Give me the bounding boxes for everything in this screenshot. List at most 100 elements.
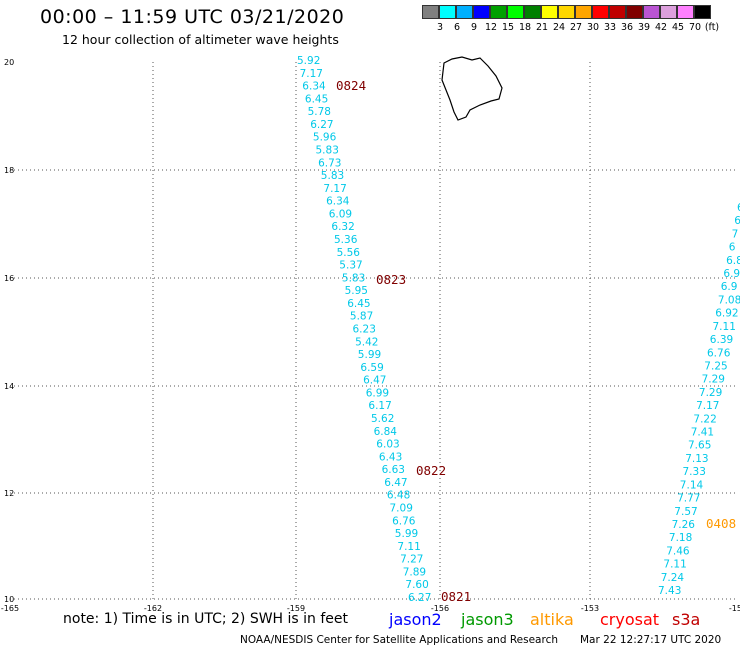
- pass-time-label: 0821: [441, 589, 471, 604]
- swh-value: 6.59: [360, 362, 383, 374]
- swh-value: 7.26: [672, 519, 696, 531]
- scale-label: 3: [436, 22, 444, 33]
- scale-swatch: [524, 5, 541, 19]
- swh-value: 7.65: [688, 440, 711, 452]
- hawaii-island-outline: [441, 56, 503, 121]
- scale-label: 39: [637, 22, 651, 33]
- swh-value: 5.95: [345, 285, 368, 297]
- swh-value: 6.45: [347, 298, 370, 310]
- scale-swatch: [660, 5, 677, 19]
- swh-value: 5.37: [339, 260, 362, 272]
- swh-value: 7.18: [669, 532, 692, 544]
- scale-label: 18: [518, 22, 532, 33]
- color-scale: [422, 5, 711, 19]
- scale-label: 33: [603, 22, 617, 33]
- scale-swatch: [558, 5, 575, 19]
- swh-value: 7.22: [693, 413, 716, 425]
- scale-label: 36: [620, 22, 634, 33]
- swh-value: 7.27: [400, 554, 423, 566]
- scale-label: 24: [552, 22, 566, 33]
- swh-value: 7.17: [323, 183, 346, 195]
- swh-value: 6.47: [363, 375, 386, 387]
- swh-value: 5.83: [316, 145, 339, 157]
- swh-value: 5.99: [358, 349, 381, 361]
- lat-tick-label: 14: [4, 382, 14, 391]
- swh-value: 5.78: [308, 106, 331, 118]
- axis-tick-labels: -165 -162 -159 -156 -153 -150 10 12 14 16 18 20: [1, 58, 740, 613]
- satellite-name: cryosat: [600, 610, 660, 629]
- swh-value: 5.62: [371, 413, 394, 425]
- swh-value: 5.87: [350, 311, 373, 323]
- swh-value: 6.99: [366, 387, 389, 399]
- lon-tick-label: -159: [287, 604, 305, 613]
- scale-swatch: [609, 5, 626, 19]
- page-subtitle: 12 hour collection of altimeter wave hei…: [62, 32, 339, 47]
- scale-swatch: [694, 5, 711, 19]
- swh-value: 7: [732, 228, 739, 240]
- swh-value: 6.9: [723, 268, 740, 280]
- scale-swatch: [422, 5, 439, 19]
- scale-swatch: [626, 5, 643, 19]
- swh-value: 6.27: [408, 592, 431, 604]
- swh-value: 6.76: [707, 347, 731, 359]
- swh-value: 7.46: [666, 545, 690, 557]
- scale-swatch: [643, 5, 660, 19]
- swh-value: 6.8: [726, 255, 740, 267]
- lat-tick-label: 10: [4, 595, 14, 604]
- swh-value: 7.89: [403, 566, 426, 578]
- swh-value: 5.99: [395, 528, 418, 540]
- lon-tick-label: -150: [729, 604, 740, 613]
- swh-value: 7.08: [718, 294, 740, 306]
- swh-value: 6.92: [715, 308, 738, 320]
- lon-tick-label: -156: [431, 604, 449, 613]
- grid-lines: [10, 62, 738, 600]
- swh-value: 6.34: [302, 81, 326, 93]
- swh-value: 7.17: [696, 400, 719, 412]
- swh-value: 6.03: [376, 439, 399, 451]
- swh-value: 7.13: [685, 453, 708, 465]
- scale-swatch: [473, 5, 490, 19]
- scale-label: 27: [569, 22, 583, 33]
- swh-value: 6.47: [384, 477, 407, 489]
- pass-time-label: 0823: [376, 272, 406, 287]
- scale-label: 12: [484, 22, 498, 33]
- swh-value: 6.32: [331, 221, 354, 233]
- swh-value: 6: [734, 215, 740, 227]
- satellite-name: jason3: [461, 610, 514, 629]
- track-east: 66766.86.96.97.086.927.116.396.767.257.2…: [658, 202, 740, 597]
- swh-value: 7.60: [405, 579, 428, 591]
- scale-swatch: [541, 5, 558, 19]
- scale-swatch: [490, 5, 507, 19]
- swh-value: 6.27: [310, 119, 333, 131]
- scale-label: 30: [586, 22, 600, 33]
- scale-label: 15: [501, 22, 515, 33]
- lat-tick-label: 20: [4, 58, 14, 67]
- swh-value: 5.92: [297, 55, 320, 67]
- swh-value: 7.41: [691, 427, 714, 439]
- satellite-name: s3a: [672, 610, 701, 629]
- swh-value: 7.11: [663, 559, 686, 571]
- swh-value: 6.63: [382, 464, 405, 476]
- lat-tick-label: 12: [4, 489, 14, 498]
- scale-swatch: [507, 5, 524, 19]
- swh-value: 6.76: [392, 515, 416, 527]
- swh-value: 6.17: [368, 400, 391, 412]
- generated-timestamp: Mar 22 12:27:17 UTC 2020: [580, 634, 722, 646]
- swh-value: 7.24: [661, 572, 685, 584]
- swh-value: 5.83: [342, 272, 365, 284]
- swh-value: 7.57: [674, 506, 697, 518]
- swh-value: 6.43: [379, 451, 402, 463]
- scale-label: 45: [671, 22, 685, 33]
- swh-value: 6.09: [329, 208, 352, 220]
- swh-value: 6.48: [387, 490, 410, 502]
- credit-text: NOAA/NESDIS Center for Satellite Applica…: [240, 634, 558, 646]
- lon-tick-label: -153: [581, 604, 599, 613]
- swh-value: 7.11: [713, 321, 736, 333]
- swh-value: 6.39: [710, 334, 733, 346]
- scale-swatch: [456, 5, 473, 19]
- lon-tick-label: -162: [144, 604, 162, 613]
- swh-value: 5.42: [355, 336, 378, 348]
- swh-value: 7.43: [658, 585, 681, 597]
- scale-label: (ft): [704, 22, 720, 33]
